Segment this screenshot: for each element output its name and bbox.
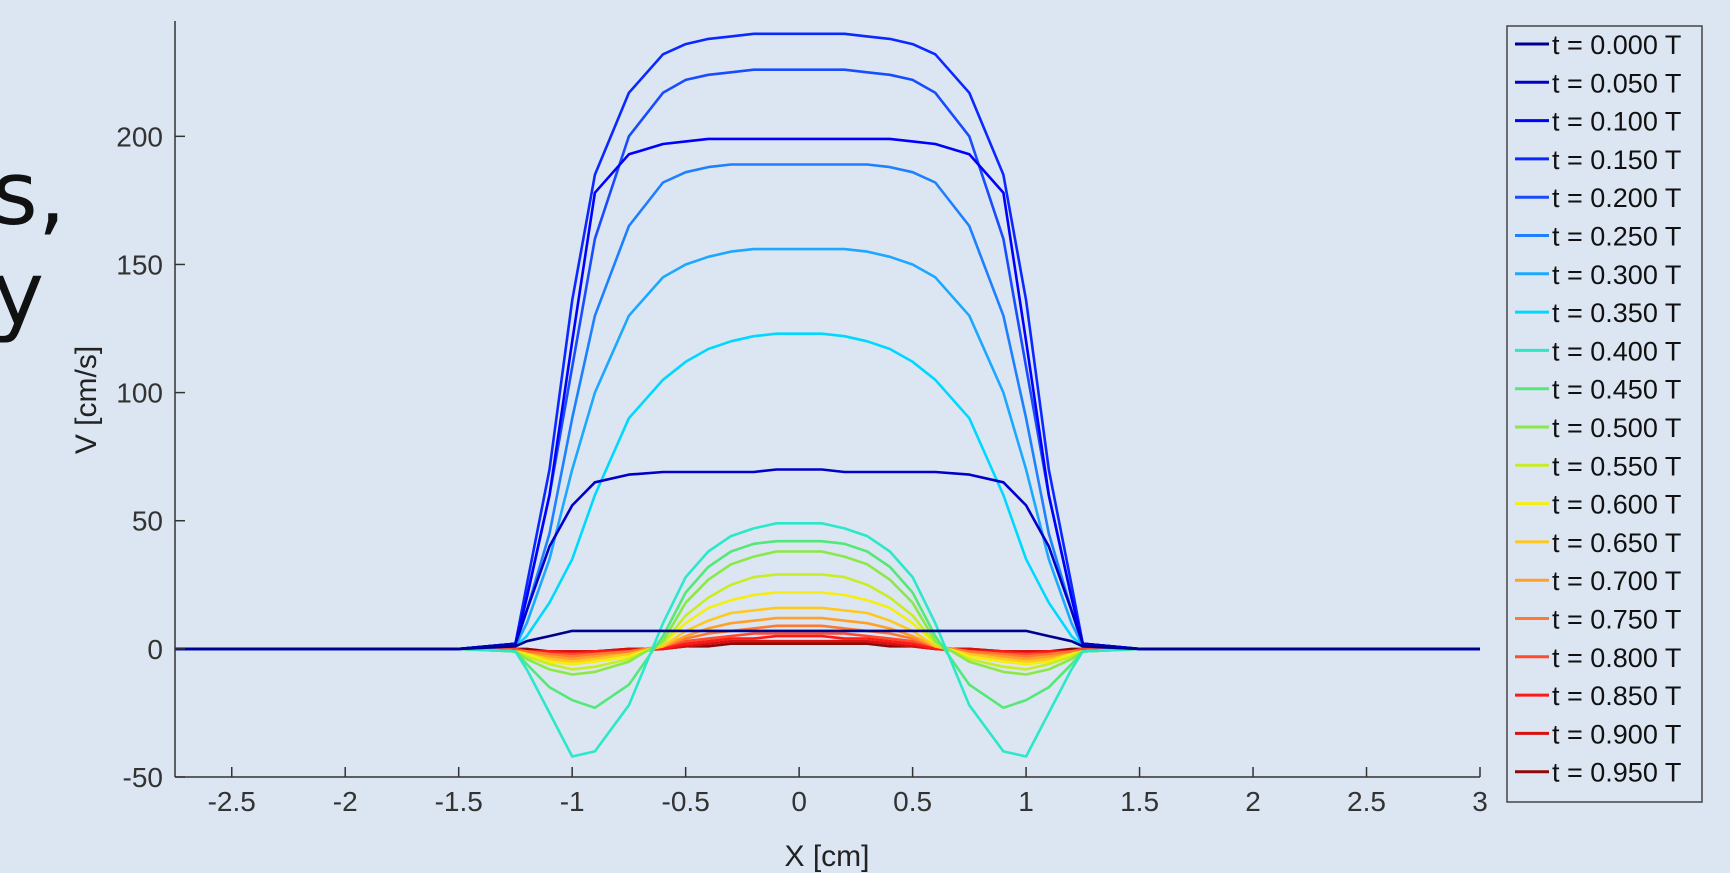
legend-label: t = 0.100 T bbox=[1552, 107, 1681, 137]
legend-label: t = 0.750 T bbox=[1552, 605, 1681, 635]
x-tick-label: -0.5 bbox=[662, 786, 710, 817]
x-tick-label: -2 bbox=[333, 786, 358, 817]
y-tick-label: 200 bbox=[116, 121, 163, 152]
series-line bbox=[175, 332, 1480, 651]
x-tick-label: 2 bbox=[1245, 786, 1261, 817]
legend-label: t = 0.950 T bbox=[1552, 758, 1681, 788]
series-line bbox=[175, 573, 1480, 671]
x-tick-label: 0.5 bbox=[893, 786, 932, 817]
legend-label: t = 0.200 T bbox=[1552, 183, 1681, 213]
legend-label: t = 0.850 T bbox=[1552, 681, 1681, 711]
x-tick-label: 2.5 bbox=[1347, 786, 1386, 817]
series-line bbox=[175, 629, 1480, 651]
y-tick-label: 100 bbox=[116, 378, 163, 409]
legend-label: t = 0.700 T bbox=[1552, 566, 1681, 596]
slide-text-line-2: y bbox=[0, 242, 45, 345]
legend-label: t = 0.250 T bbox=[1552, 222, 1681, 252]
legend-label: t = 0.800 T bbox=[1552, 643, 1681, 673]
slide-text-line-1: s, bbox=[0, 142, 66, 245]
legend-label: t = 0.900 T bbox=[1552, 719, 1681, 749]
legend-label: t = 0.550 T bbox=[1552, 451, 1681, 481]
x-axis-title: X [cm] bbox=[784, 840, 869, 873]
x-tick-label: -1.5 bbox=[435, 786, 483, 817]
slide-text-fragment: s, y bbox=[0, 0, 70, 873]
x-tick-label: 1.5 bbox=[1120, 786, 1159, 817]
y-tick-label: -50 bbox=[123, 762, 163, 793]
y-tick-label: 150 bbox=[116, 249, 163, 280]
axes: -2.5 -2 -1.5 -1 -0.5 0 0.5 1 1.5 2 2.5 3 -50 0 50 100 15… bbox=[116, 21, 1488, 817]
legend-label: t = 0.500 T bbox=[1552, 413, 1681, 443]
x-tick-label: -2.5 bbox=[208, 786, 256, 817]
legend-label: t = 0.300 T bbox=[1552, 260, 1681, 290]
legend-box bbox=[1506, 25, 1703, 803]
y-tick-label: 50 bbox=[132, 506, 163, 537]
legend: t = 0.000 T t = 0.050 T t = 0.100 T t = 0.1… bbox=[1506, 25, 1703, 803]
series-line bbox=[175, 624, 1480, 658]
series-line bbox=[175, 521, 1480, 758]
plot-background bbox=[66, 16, 1706, 873]
series-line bbox=[175, 468, 1480, 651]
series-line bbox=[175, 539, 1480, 710]
legend-label: t = 0.350 T bbox=[1552, 298, 1681, 328]
x-tick-label: 3 bbox=[1472, 786, 1488, 817]
legend-label: t = 0.450 T bbox=[1552, 375, 1681, 405]
series-line bbox=[175, 137, 1480, 651]
series-line bbox=[175, 591, 1480, 666]
x-tick-label: 1 bbox=[1018, 786, 1034, 817]
legend-label: t = 0.400 T bbox=[1552, 336, 1681, 366]
legend-label: t = 0.150 T bbox=[1552, 145, 1681, 175]
legend-label: t = 0.000 T bbox=[1552, 30, 1681, 60]
legend-label: t = 0.050 T bbox=[1552, 68, 1681, 98]
y-axis-title: V [cm/s] bbox=[70, 346, 103, 454]
legend-label: t = 0.650 T bbox=[1552, 528, 1681, 558]
series-line bbox=[175, 32, 1480, 651]
y-tick-label: 0 bbox=[147, 634, 163, 665]
x-tick-label: -1 bbox=[560, 786, 585, 817]
series-line bbox=[175, 247, 1480, 651]
series-line bbox=[175, 550, 1480, 676]
series-group bbox=[175, 32, 1480, 758]
x-tick-label: 0 bbox=[791, 786, 807, 817]
legend-label: t = 0.600 T bbox=[1552, 490, 1681, 520]
